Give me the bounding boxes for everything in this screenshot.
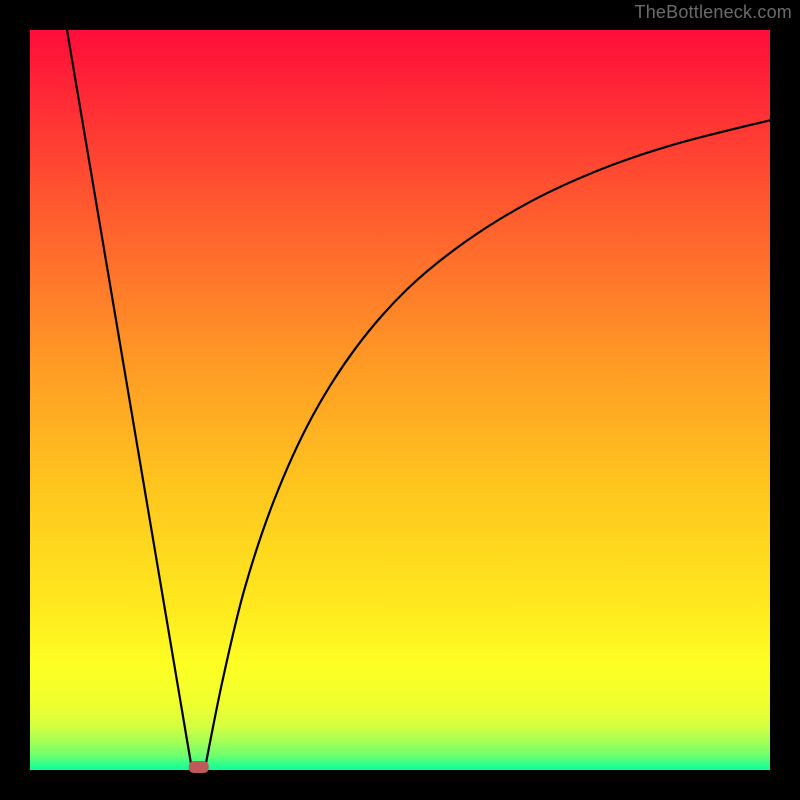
root-container: TheBottleneck.com [0, 0, 800, 800]
watermark-label: TheBottleneck.com [635, 2, 792, 23]
bottleneck-marker [189, 761, 209, 773]
chart-gradient-background [30, 30, 770, 770]
bottleneck-curve-chart [0, 0, 800, 800]
